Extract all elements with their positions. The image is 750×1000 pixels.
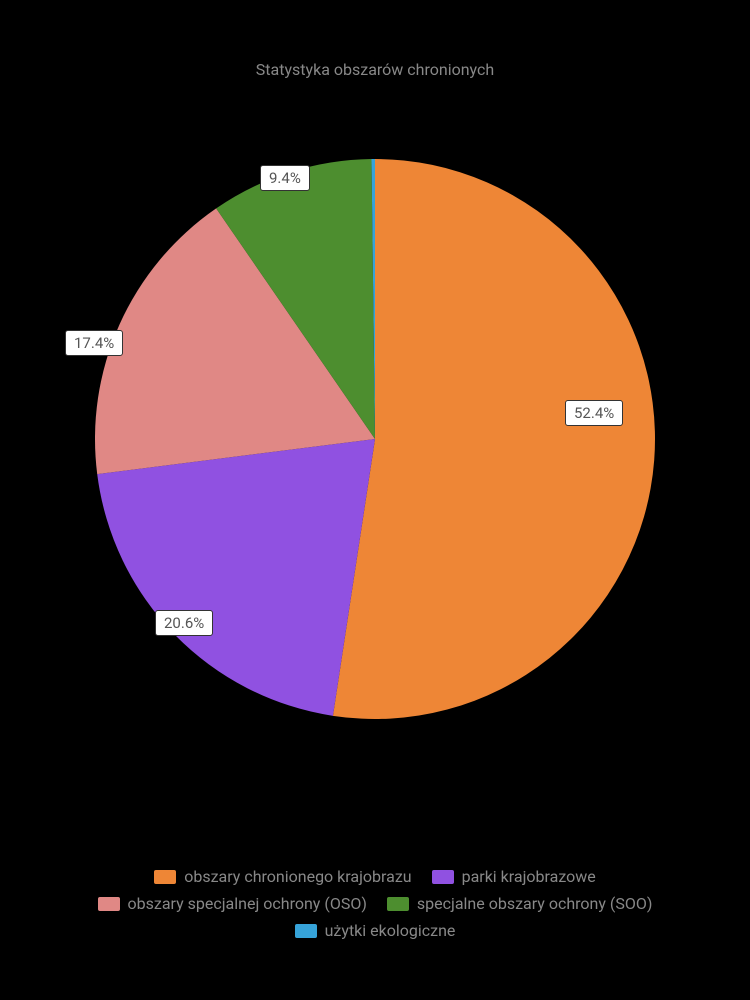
legend-swatch <box>98 897 120 911</box>
legend-item: obszary chronionego krajobrazu <box>154 867 411 886</box>
legend-item: specjalne obszary ochrony (SOO) <box>387 894 653 913</box>
pie-slice <box>333 159 655 719</box>
legend-label: obszary specjalnej ochrony (OSO) <box>128 894 367 913</box>
legend-label: obszary chronionego krajobrazu <box>184 867 411 886</box>
legend-swatch <box>295 924 317 938</box>
legend-item: parki krajobrazowe <box>432 867 596 886</box>
pie-slice <box>97 439 375 716</box>
legend-item: użytki ekologiczne <box>295 921 456 940</box>
legend-swatch <box>387 897 409 911</box>
pie-chart <box>75 139 675 739</box>
legend: obszary chronionego krajobrazu parki kraj… <box>0 867 750 940</box>
slice-label: 52.4% <box>565 400 623 426</box>
slice-label: 9.4% <box>260 165 310 191</box>
legend-item: obszary specjalnej ochrony (OSO) <box>98 894 367 913</box>
legend-swatch <box>432 870 454 884</box>
legend-label: parki krajobrazowe <box>462 867 596 886</box>
slice-label: 17.4% <box>65 330 123 356</box>
chart-title: Statystyka obszarów chronionych <box>0 0 750 79</box>
legend-label: użytki ekologiczne <box>325 921 456 940</box>
slice-label: 20.6% <box>155 610 213 636</box>
pie-svg <box>75 139 675 739</box>
legend-label: specjalne obszary ochrony (SOO) <box>417 894 653 913</box>
legend-swatch <box>154 870 176 884</box>
